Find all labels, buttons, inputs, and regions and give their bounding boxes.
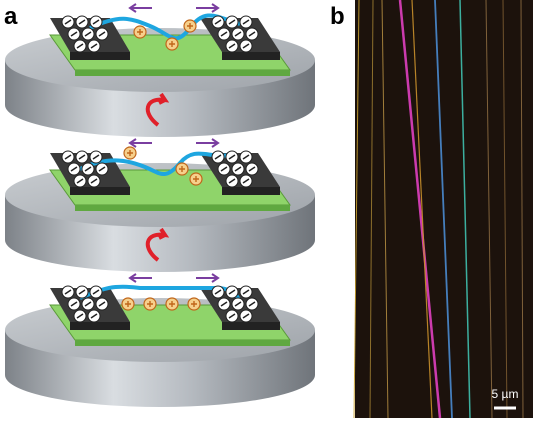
electrode-edge (222, 322, 280, 330)
substrate-edge (75, 70, 290, 76)
scale-bar-label: 5 µm (492, 387, 519, 401)
substrate-edge (75, 340, 290, 346)
arrow (130, 139, 152, 147)
stage (5, 15, 315, 137)
stage (5, 286, 315, 407)
arrow (130, 274, 152, 282)
panel-label: b (330, 3, 345, 30)
electrode-edge (70, 187, 130, 195)
schematic (5, 4, 315, 407)
panel-label: a (4, 3, 18, 30)
electrode-edge (70, 322, 130, 330)
substrate-edge (75, 205, 290, 211)
arrow (196, 4, 218, 12)
electrode-edge (222, 187, 280, 195)
arrow (196, 274, 218, 282)
electrode-edge (70, 52, 130, 60)
figure: a b 5 µm (0, 0, 534, 421)
arrow (130, 4, 152, 12)
arrow (196, 139, 218, 147)
stage (5, 147, 315, 272)
electrode-edge (222, 52, 280, 60)
